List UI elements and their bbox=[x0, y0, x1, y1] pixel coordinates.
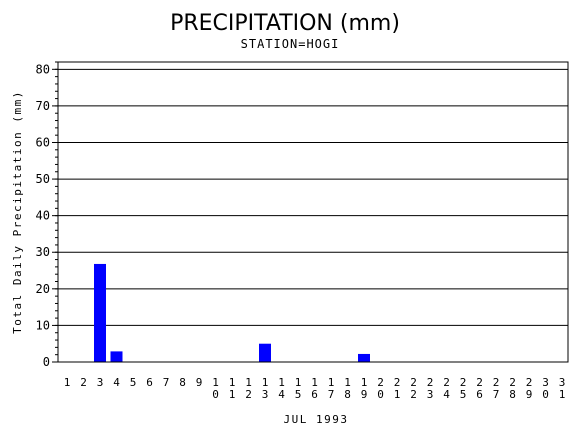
x-tick-label: 0 bbox=[212, 388, 219, 401]
x-tick-label: 2 bbox=[526, 376, 533, 389]
x-tick-label: 1 bbox=[311, 376, 318, 389]
x-tick-label: 2 bbox=[460, 376, 467, 389]
x-tick-label: 7 bbox=[493, 388, 500, 401]
y-tick-label: 70 bbox=[36, 99, 50, 113]
y-tick-label: 30 bbox=[36, 245, 50, 259]
x-tick-label: 8 bbox=[344, 388, 351, 401]
x-tick-label: 2 bbox=[410, 376, 417, 389]
x-tick-label: 1 bbox=[295, 376, 302, 389]
y-axis-label: Total Daily Precipitation (mm) bbox=[11, 90, 24, 334]
y-tick-label: 40 bbox=[36, 209, 50, 223]
x-tick-label: 5 bbox=[130, 376, 137, 389]
x-tick-label: 4 bbox=[113, 376, 120, 389]
x-tick-label: 7 bbox=[328, 388, 335, 401]
x-tick-label: 1 bbox=[229, 388, 236, 401]
plot-frame bbox=[57, 61, 569, 363]
x-tick-label: 3 bbox=[542, 376, 549, 389]
x-tick-label: 3 bbox=[559, 376, 566, 389]
x-tick-label: 4 bbox=[443, 388, 450, 401]
x-axis-label: JUL 1993 bbox=[284, 413, 349, 426]
x-tick-label: 1 bbox=[559, 388, 566, 401]
x-tick-label: 1 bbox=[262, 376, 269, 389]
bar bbox=[259, 343, 271, 362]
x-tick-label: 1 bbox=[278, 376, 285, 389]
x-tick-label: 5 bbox=[295, 388, 302, 401]
x-tick-label: 6 bbox=[311, 388, 318, 401]
chart-title: PRECIPITATION (mm) bbox=[170, 11, 400, 36]
x-tick-label: 1 bbox=[328, 376, 335, 389]
y-tick-label: 50 bbox=[36, 172, 50, 186]
x-tick-label: 1 bbox=[361, 376, 368, 389]
x-tick-label: 4 bbox=[278, 388, 285, 401]
x-tick-label: 1 bbox=[212, 376, 219, 389]
x-tick-label: 1 bbox=[64, 376, 71, 389]
bar bbox=[358, 353, 370, 362]
x-tick-label: 2 bbox=[377, 376, 384, 389]
bar bbox=[110, 351, 123, 362]
x-tick-label: 1 bbox=[229, 376, 236, 389]
x-tick-label: 2 bbox=[80, 376, 87, 389]
x-tick-label: 2 bbox=[476, 376, 483, 389]
x-tick-label: 9 bbox=[196, 376, 203, 389]
x-tick-label: 2 bbox=[509, 376, 516, 389]
x-tick-label: 5 bbox=[460, 388, 467, 401]
x-tick-label: 3 bbox=[262, 388, 269, 401]
x-tick-label: 2 bbox=[245, 388, 252, 401]
x-tick-label: 8 bbox=[509, 388, 516, 401]
x-tick-label: 9 bbox=[526, 388, 533, 401]
y-tick-label: 60 bbox=[36, 135, 50, 149]
x-tick-label: 2 bbox=[443, 376, 450, 389]
x-tick-label: 0 bbox=[542, 388, 549, 401]
x-tick-label: 2 bbox=[410, 388, 417, 401]
x-tick-label: 3 bbox=[427, 388, 434, 401]
x-tick-label: 6 bbox=[476, 388, 483, 401]
x-tick-label: 0 bbox=[377, 388, 384, 401]
x-tick-label: 6 bbox=[146, 376, 153, 389]
x-tick-label: 1 bbox=[245, 376, 252, 389]
x-tick-label: 2 bbox=[394, 376, 401, 389]
x-tick-label: 1 bbox=[344, 376, 351, 389]
x-tick-label: 3 bbox=[97, 376, 104, 389]
x-tick-label: 9 bbox=[361, 388, 368, 401]
bar bbox=[94, 263, 106, 362]
y-tick-label: 0 bbox=[43, 355, 50, 369]
chart-subtitle: STATION=HOGI bbox=[241, 37, 340, 51]
y-tick-label: 10 bbox=[36, 318, 50, 332]
x-tick-label: 8 bbox=[179, 376, 186, 389]
x-tick-label: 1 bbox=[394, 388, 401, 401]
x-tick-label: 2 bbox=[427, 376, 434, 389]
y-tick-label: 20 bbox=[36, 282, 50, 296]
y-tick-label: 80 bbox=[36, 62, 50, 76]
x-tick-label: 2 bbox=[493, 376, 500, 389]
x-tick-label: 7 bbox=[163, 376, 170, 389]
